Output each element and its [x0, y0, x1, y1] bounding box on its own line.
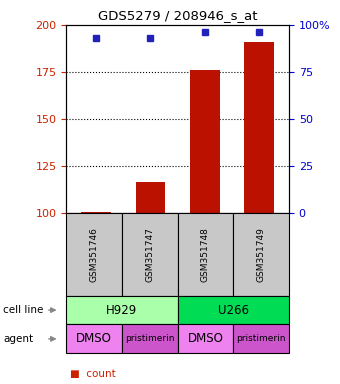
Text: pristimerin: pristimerin — [125, 334, 174, 343]
Text: U266: U266 — [218, 304, 249, 316]
Text: DMSO: DMSO — [188, 333, 223, 345]
Text: GSM351748: GSM351748 — [201, 227, 210, 282]
Text: H929: H929 — [106, 304, 138, 316]
Text: GSM351749: GSM351749 — [257, 227, 266, 282]
Text: agent: agent — [3, 334, 34, 344]
Text: pristimerin: pristimerin — [236, 334, 286, 343]
Text: GSM351747: GSM351747 — [145, 227, 154, 282]
Bar — [190, 70, 220, 213]
Bar — [136, 182, 166, 213]
Text: cell line: cell line — [3, 305, 44, 315]
Bar — [81, 212, 111, 213]
Text: ■  count: ■ count — [70, 369, 116, 379]
Text: GSM351746: GSM351746 — [90, 227, 99, 282]
Bar — [244, 42, 274, 213]
Title: GDS5279 / 208946_s_at: GDS5279 / 208946_s_at — [98, 9, 257, 22]
Text: DMSO: DMSO — [76, 333, 112, 345]
